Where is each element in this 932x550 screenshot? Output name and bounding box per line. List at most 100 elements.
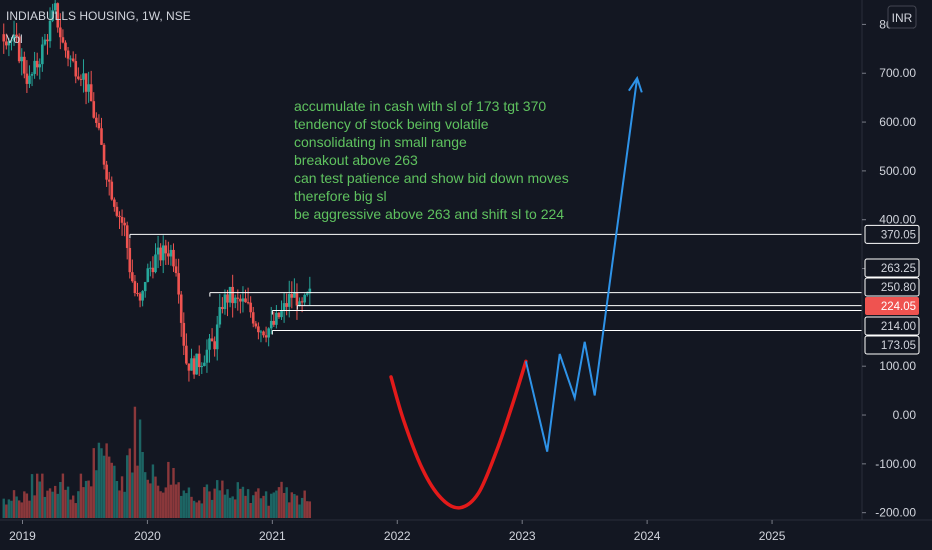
candle xyxy=(159,243,162,267)
volume-bar xyxy=(288,502,291,518)
candle xyxy=(92,92,96,119)
volume-bar xyxy=(295,495,299,518)
volume-bar xyxy=(7,499,11,518)
volume-bar xyxy=(120,476,124,518)
candle-body xyxy=(84,73,88,92)
y-tick-label: -200.00 xyxy=(875,506,916,520)
candle xyxy=(182,312,186,355)
candle xyxy=(172,243,175,272)
volume-bar xyxy=(95,470,98,518)
volume-bar xyxy=(149,483,152,518)
candle xyxy=(66,47,70,67)
candle xyxy=(228,286,232,308)
candle xyxy=(308,276,312,306)
candle-body xyxy=(287,294,291,307)
candle xyxy=(192,355,196,379)
price-tag-box xyxy=(864,258,920,278)
candle-body xyxy=(182,322,186,346)
candle xyxy=(233,294,237,309)
level-price-tag: 370.05 xyxy=(864,224,920,244)
candle xyxy=(303,293,306,306)
candle-body xyxy=(89,84,93,102)
candle xyxy=(156,235,160,269)
candle xyxy=(69,55,72,68)
volume-bar xyxy=(300,497,304,518)
volume-bar xyxy=(74,503,77,518)
candle-body xyxy=(5,41,8,46)
time-axis[interactable]: 2019 2020 2021 2022 2023 2024 2025 xyxy=(9,520,786,543)
annotation-line-2: tendency of stock being volatile xyxy=(294,116,489,132)
candle-body xyxy=(257,326,260,333)
candle xyxy=(246,287,250,305)
volume-bar xyxy=(53,485,57,518)
candle xyxy=(267,327,270,347)
candle-body xyxy=(125,225,129,248)
volume-bar xyxy=(43,496,47,518)
candle-body xyxy=(174,266,178,274)
volume-bar xyxy=(41,473,44,518)
candle xyxy=(110,176,114,201)
candle-body xyxy=(92,101,96,118)
price-tag-label: 214.00 xyxy=(881,321,916,333)
projection-blue-path[interactable] xyxy=(524,77,639,452)
volume-bar xyxy=(180,495,183,518)
volume-bar xyxy=(226,489,229,518)
candle-body xyxy=(236,297,240,299)
candle xyxy=(46,34,49,55)
candle xyxy=(23,51,26,79)
candle xyxy=(282,292,286,323)
candle-body xyxy=(10,40,13,42)
candle xyxy=(210,328,214,342)
volume-bar xyxy=(123,491,126,518)
volume-bar xyxy=(128,448,131,518)
volume-bar xyxy=(270,493,273,518)
volume-bar xyxy=(177,482,180,518)
candle-body xyxy=(213,341,216,350)
candle-body xyxy=(69,58,72,60)
price-tags: 370.05 263.25 250.80 224.05 214.00 173.05 xyxy=(864,224,920,355)
currency-button[interactable]: INR xyxy=(887,5,917,29)
volume-bar xyxy=(200,503,203,518)
volume-bar xyxy=(167,461,170,518)
candle-body xyxy=(280,310,283,318)
candle-body xyxy=(277,312,281,318)
candle-body xyxy=(131,272,134,282)
candle-body xyxy=(7,41,11,46)
trade-annotation: accumulate in cash with sl of 173 tgt 37… xyxy=(294,98,569,222)
candle-body xyxy=(79,78,83,80)
volume-bar xyxy=(79,473,83,518)
candle xyxy=(298,297,301,307)
volume-bar xyxy=(10,500,13,518)
volume-bar xyxy=(66,486,70,518)
volume-bar xyxy=(244,495,247,518)
candle-body xyxy=(33,60,36,74)
price-tag-label: 173.05 xyxy=(881,340,916,352)
candle xyxy=(118,211,121,229)
volume-bar xyxy=(246,489,250,518)
candle-body xyxy=(293,292,296,298)
candle-body xyxy=(2,34,6,42)
volume-bar xyxy=(282,492,286,518)
candles xyxy=(2,0,312,382)
candle-body xyxy=(223,294,227,310)
candle-body xyxy=(185,345,188,364)
volume-bar xyxy=(239,488,242,518)
candle xyxy=(113,197,116,212)
y-tick-label: 0.00 xyxy=(893,408,917,422)
candle-body xyxy=(38,64,42,68)
candle xyxy=(190,348,193,371)
volume-bar xyxy=(97,442,101,518)
candle-body xyxy=(298,301,301,306)
volume-bar xyxy=(218,490,221,518)
volume-bar xyxy=(236,482,240,518)
projection-red-arc[interactable] xyxy=(389,359,528,510)
candle xyxy=(48,7,52,48)
candle xyxy=(120,209,124,236)
candle-body xyxy=(228,286,232,303)
volume-bar xyxy=(136,465,139,518)
candle-body xyxy=(231,286,234,304)
candle xyxy=(149,261,152,277)
candle xyxy=(295,283,299,320)
